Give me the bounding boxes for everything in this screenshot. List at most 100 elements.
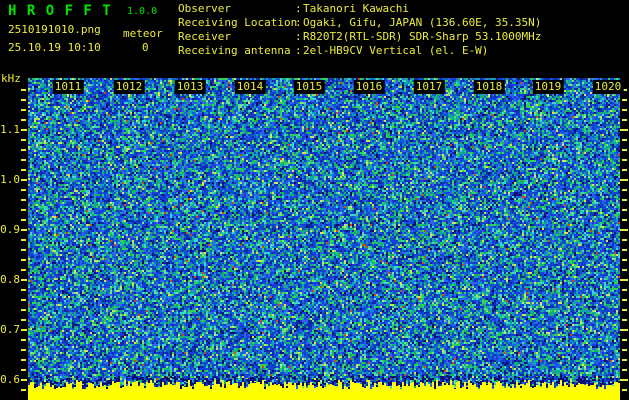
- x-axis-minute-tick: [488, 94, 490, 97]
- y-axis-minor-tick-right: [622, 299, 627, 301]
- info-value: Ogaki, Gifu, JAPAN (136.60E, 35.35N): [303, 16, 542, 29]
- info-separator: :: [295, 16, 302, 29]
- y-axis-minor-tick-right: [622, 289, 627, 291]
- x-axis-minute-tick: [368, 94, 370, 97]
- x-axis-minute-tick: [607, 94, 609, 97]
- x-axis-time-label: 1018: [473, 80, 505, 94]
- x-axis-time-label: 1015: [293, 80, 325, 94]
- y-axis-minor-tick-right: [622, 349, 627, 351]
- y-axis-major-tick-right: [620, 229, 628, 231]
- info-row-receiver: Receiver:R820T2(RTL-SDR) SDR-Sharp 53.10…: [178, 31, 541, 43]
- y-axis-major-tick-right: [620, 179, 628, 181]
- x-axis-minute-tick: [249, 94, 251, 97]
- y-axis-minor-tick-right: [622, 259, 627, 261]
- y-axis-tick-label: 0.6: [0, 373, 20, 386]
- info-label: Receiver: [178, 30, 231, 43]
- x-axis-minute-tick: [67, 94, 69, 97]
- x-axis-time-label: 1013: [174, 80, 206, 94]
- y-axis-minor-tick-right: [622, 109, 627, 111]
- x-axis-time-label: 1014: [234, 80, 266, 94]
- info-row-antenna: Receiving antenna:2el-HB9CV Vertical (el…: [178, 45, 488, 57]
- y-axis-minor-tick-right: [622, 319, 627, 321]
- y-axis-unit-label: kHz: [1, 72, 21, 85]
- y-axis-minor-tick: [21, 349, 26, 351]
- y-axis-minor-tick: [21, 159, 26, 161]
- info-value: R820T2(RTL-SDR) SDR-Sharp 53.1000MHz: [303, 30, 542, 43]
- y-axis-minor-tick: [21, 319, 26, 321]
- y-axis-minor-tick: [21, 169, 26, 171]
- y-axis-major-tick-right: [620, 279, 628, 281]
- mode-label: meteor: [123, 27, 163, 40]
- datetime-label: 25.10.19 10:10: [8, 41, 101, 54]
- y-axis-minor-tick: [21, 239, 26, 241]
- y-axis-minor-tick-right: [622, 149, 627, 151]
- y-axis-tick-label: 0.9: [0, 223, 20, 236]
- info-value: 2el-HB9CV Vertical (el. E-W): [303, 44, 489, 57]
- y-axis-minor-tick: [21, 269, 26, 271]
- x-axis-time-label: 1011: [52, 80, 84, 94]
- y-axis-major-tick: [21, 129, 27, 131]
- app-title: H R O F F T: [8, 3, 112, 19]
- y-axis-major-tick-right: [620, 379, 628, 381]
- y-axis-minor-tick: [21, 109, 26, 111]
- y-axis-minor-tick-right: [622, 359, 627, 361]
- y-axis-minor-tick-right: [622, 209, 627, 211]
- x-axis-minute-tick: [428, 94, 430, 97]
- app-version: 1.0.0: [127, 6, 158, 17]
- info-label: Receiving Location: [178, 16, 298, 29]
- y-axis-tick-label: 1.0: [0, 173, 20, 186]
- y-axis-minor-tick-right: [622, 159, 627, 161]
- y-axis-minor-tick: [21, 369, 26, 371]
- x-axis-time-label: 1020: [592, 80, 624, 94]
- y-axis-minor-tick: [21, 119, 26, 121]
- y-axis-tick-label: 0.7: [0, 323, 20, 336]
- y-axis-minor-tick: [21, 299, 26, 301]
- y-axis-minor-tick-right: [622, 199, 627, 201]
- x-axis-minute-tick: [128, 94, 130, 97]
- y-axis-minor-tick-right: [622, 249, 627, 251]
- y-axis-major-tick-right: [620, 129, 628, 131]
- y-axis-minor-tick-right: [622, 119, 627, 121]
- y-axis-minor-tick-right: [622, 89, 627, 91]
- y-axis-minor-tick: [21, 289, 26, 291]
- y-axis-major-tick: [21, 379, 27, 381]
- y-axis-minor-tick-right: [622, 309, 627, 311]
- y-axis-minor-tick-right: [622, 99, 627, 101]
- x-axis-time-label: 1017: [413, 80, 445, 94]
- x-axis-minute-tick: [308, 94, 310, 97]
- y-axis-minor-tick-right: [622, 339, 627, 341]
- y-axis-minor-tick: [21, 99, 26, 101]
- y-axis-minor-tick-right: [622, 189, 627, 191]
- y-axis-minor-tick: [21, 189, 26, 191]
- y-axis-minor-tick: [21, 199, 26, 201]
- info-separator: :: [295, 44, 302, 57]
- y-axis-minor-tick: [21, 359, 26, 361]
- y-axis-minor-tick-right: [622, 239, 627, 241]
- y-axis-minor-tick-right: [622, 169, 627, 171]
- y-axis-major-tick-right: [620, 329, 628, 331]
- y-axis-minor-tick: [21, 219, 26, 221]
- y-axis-major-tick: [21, 279, 27, 281]
- y-axis-minor-tick-right: [622, 219, 627, 221]
- y-axis-minor-tick-right: [622, 269, 627, 271]
- y-axis-tick-label: 1.1: [0, 123, 20, 136]
- spectrogram-canvas: [28, 78, 620, 400]
- info-label: Observer: [178, 2, 231, 15]
- y-axis-minor-tick-right: [622, 389, 627, 391]
- y-axis-minor-tick: [21, 209, 26, 211]
- info-row-observer: Observer:Takanori Kawachi: [178, 3, 409, 15]
- y-axis-minor-tick: [21, 249, 26, 251]
- y-axis-minor-tick: [21, 309, 26, 311]
- y-axis-major-tick: [21, 329, 27, 331]
- info-separator: :: [295, 2, 302, 15]
- x-axis-minute-tick: [547, 94, 549, 97]
- y-axis-tick-label: 0.8: [0, 273, 20, 286]
- y-axis-minor-tick-right: [622, 369, 627, 371]
- info-value: Takanori Kawachi: [303, 2, 409, 15]
- x-axis-minute-tick: [189, 94, 191, 97]
- y-axis-minor-tick: [21, 339, 26, 341]
- y-axis-minor-tick: [21, 89, 26, 91]
- info-separator: :: [295, 30, 302, 43]
- y-axis-major-tick: [21, 229, 27, 231]
